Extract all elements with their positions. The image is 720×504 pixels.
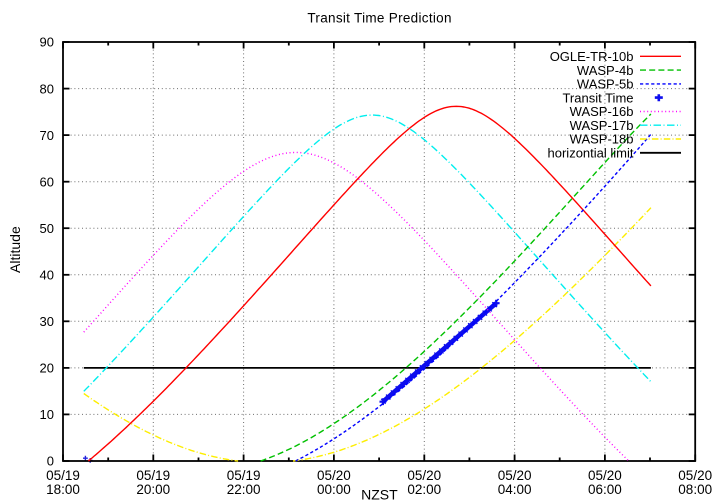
svg-text:05/20: 05/20 bbox=[588, 468, 622, 483]
svg-text:WASP-16b: WASP-16b bbox=[570, 104, 634, 119]
svg-text:05/19: 05/19 bbox=[136, 468, 170, 483]
svg-text:20:00: 20:00 bbox=[136, 482, 170, 497]
svg-text:60: 60 bbox=[40, 174, 54, 189]
svg-text:80: 80 bbox=[40, 81, 54, 96]
svg-text:WASP-4b: WASP-4b bbox=[577, 63, 634, 78]
svg-text:02:00: 02:00 bbox=[407, 482, 441, 497]
svg-text:04:00: 04:00 bbox=[498, 482, 532, 497]
svg-text:20: 20 bbox=[40, 361, 54, 376]
svg-text:06:00: 06:00 bbox=[588, 482, 622, 497]
svg-text:40: 40 bbox=[40, 268, 54, 283]
svg-text:NZST: NZST bbox=[361, 486, 398, 502]
svg-text:05/19: 05/19 bbox=[227, 468, 261, 483]
svg-text:70: 70 bbox=[40, 128, 54, 143]
svg-text:Transit Time: Transit Time bbox=[562, 90, 633, 105]
svg-text:OGLE-TR-10b: OGLE-TR-10b bbox=[550, 49, 634, 64]
svg-text:05/20: 05/20 bbox=[678, 468, 712, 483]
svg-text:00:00: 00:00 bbox=[317, 482, 351, 497]
svg-text:WASP-18b: WASP-18b bbox=[570, 132, 634, 147]
svg-text:05/20: 05/20 bbox=[317, 468, 351, 483]
svg-text:08:00: 08:00 bbox=[678, 482, 712, 497]
svg-text:05/20: 05/20 bbox=[498, 468, 532, 483]
svg-text:Altitude: Altitude bbox=[7, 226, 23, 273]
svg-text:WASP-17b: WASP-17b bbox=[570, 118, 634, 133]
svg-text:22:00: 22:00 bbox=[227, 482, 261, 497]
svg-text:50: 50 bbox=[40, 221, 54, 236]
svg-text:10: 10 bbox=[40, 407, 54, 422]
svg-text:90: 90 bbox=[40, 35, 54, 50]
svg-text:WASP-5b: WASP-5b bbox=[577, 77, 634, 92]
svg-text:30: 30 bbox=[40, 314, 54, 329]
svg-text:05/20: 05/20 bbox=[407, 468, 441, 483]
svg-text:0: 0 bbox=[47, 454, 54, 469]
svg-text:Transit Time Prediction: Transit Time Prediction bbox=[307, 11, 451, 26]
svg-text:05/19: 05/19 bbox=[46, 468, 80, 483]
svg-text:18:00: 18:00 bbox=[46, 482, 80, 497]
svg-text:horizontial limit: horizontial limit bbox=[548, 146, 634, 161]
